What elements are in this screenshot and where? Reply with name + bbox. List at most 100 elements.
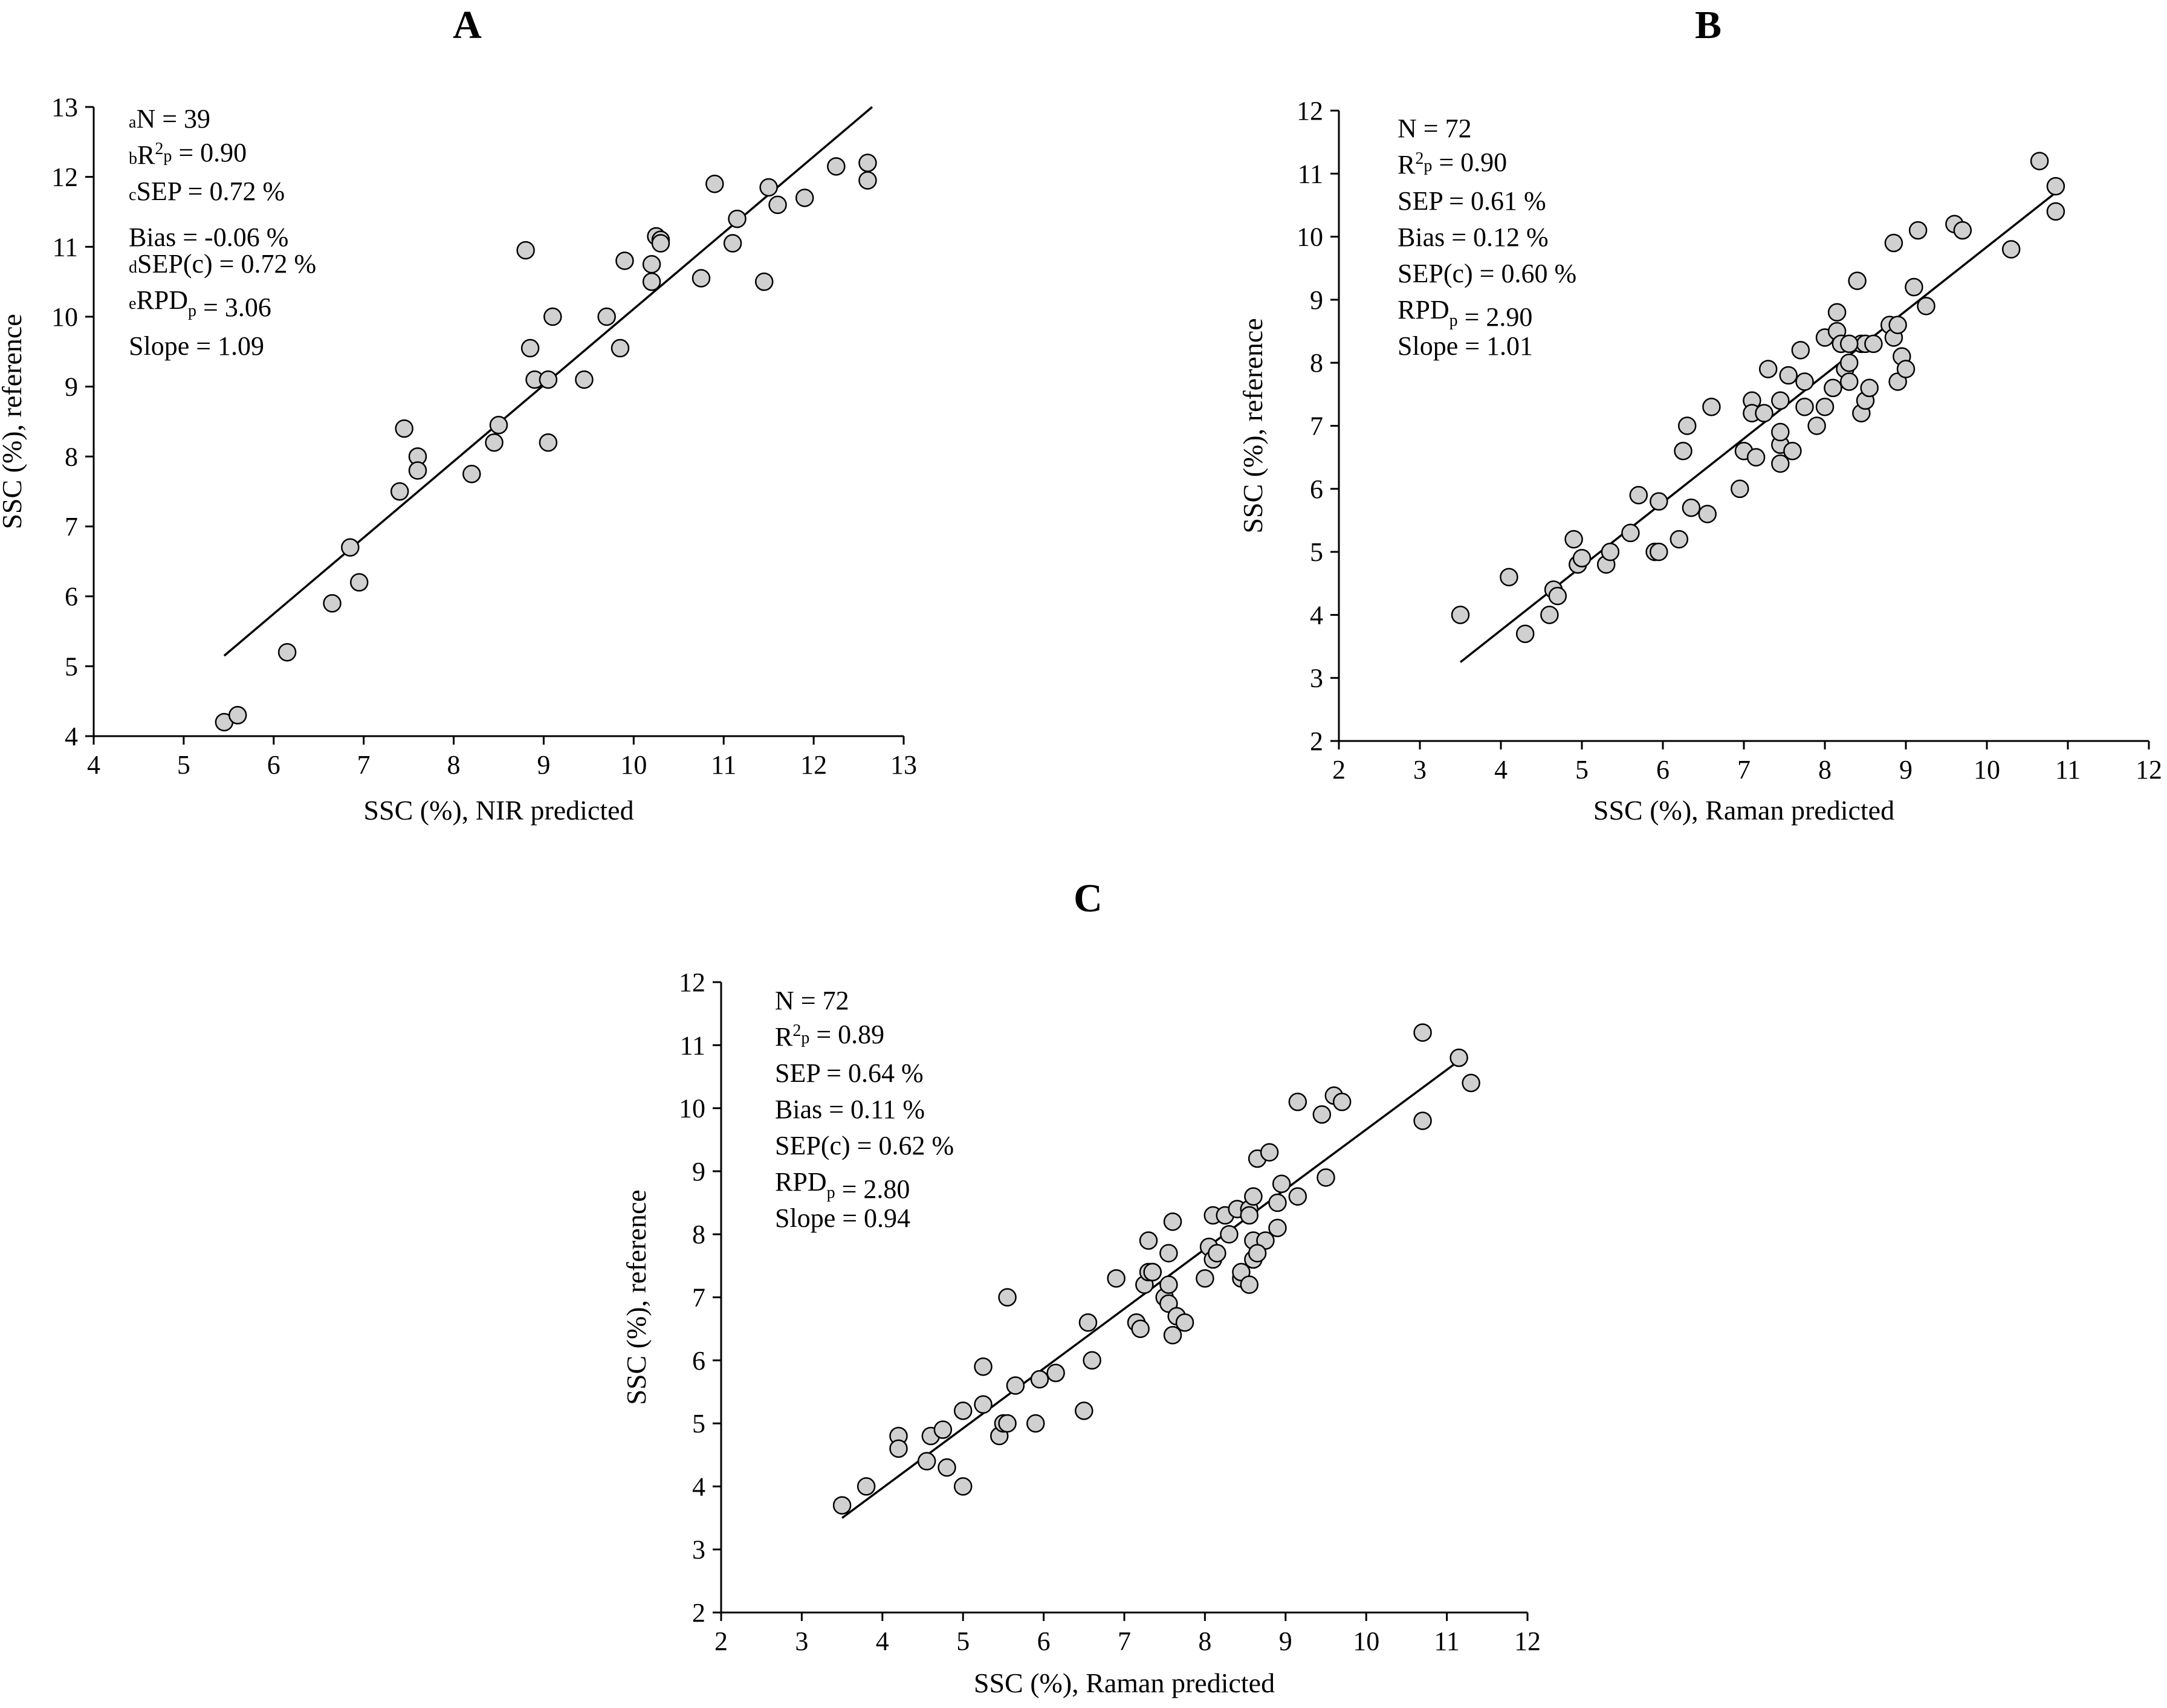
data-point [349, 573, 369, 592]
data-point [1601, 542, 1620, 561]
panel-c-label: C [1074, 876, 1103, 920]
x-tick-label: 2 [714, 1626, 728, 1656]
x-tick-label: 4 [876, 1626, 889, 1656]
data-point [516, 241, 535, 260]
x-tick-label: 7 [1737, 755, 1751, 784]
y-tick-label: 2 [692, 1598, 705, 1628]
data-point [462, 465, 481, 484]
data-point [1500, 568, 1518, 587]
data-point [2001, 240, 2021, 259]
data-point [1163, 1325, 1182, 1345]
y-tick-label: 2 [1310, 726, 1323, 756]
panel-b-stat-line: SEP = 0.61 % [1398, 186, 1546, 216]
data-point [277, 642, 297, 662]
x-tick-label: 3 [1413, 755, 1427, 784]
data-point [1702, 397, 1721, 416]
data-point [768, 195, 787, 215]
data-point [974, 1395, 993, 1414]
data-point [1515, 624, 1535, 643]
data-point [1839, 353, 1859, 372]
y-tick-label: 9 [1310, 285, 1323, 315]
panel-b-stat-line: Slope = 1.01 [1398, 331, 1533, 361]
panel-a-stat-line: bR2p = 0.90 [129, 138, 247, 170]
panel-a-plot: 4 5 6 7 8 9 10 11 12 13 4 5 6 7 8 9 10 11 12 13 SSC (%), ref… [0, 92, 917, 780]
x-tick-label: 8 [1198, 1626, 1211, 1656]
y-tick-label: 4 [692, 1472, 705, 1501]
data-point [1698, 505, 1717, 523]
y-tick-label: 7 [1310, 412, 1323, 441]
x-tick-label: 6 [1037, 1626, 1051, 1656]
data-point [858, 171, 877, 190]
data-point [1783, 441, 1802, 461]
data-point [408, 461, 427, 480]
data-point [1268, 1193, 1287, 1212]
data-point [1839, 334, 1859, 354]
data-point [1572, 549, 1592, 568]
data-point [489, 416, 508, 435]
data-point [1272, 1174, 1291, 1194]
data-point [723, 234, 742, 253]
panel-a-stat-line: Slope = 1.09 [129, 331, 264, 361]
data-point [1240, 1206, 1259, 1225]
panel-a-stat-line: eRPDp = 3.06 [129, 285, 271, 322]
data-point [2046, 202, 2065, 221]
data-point [1450, 1048, 1468, 1067]
panel-c-x-axis-title: SSC (%), Raman predicted [974, 1668, 1275, 1698]
panel-b-stat-line: RPDp = 2.90 [1398, 295, 1532, 332]
panel-a-stat-line: dSEP(c) = 0.72 % [129, 249, 316, 279]
data-point [651, 234, 670, 253]
data-point [1208, 1244, 1226, 1263]
data-point [1771, 422, 1790, 442]
data-point [539, 433, 558, 452]
x-tick-label: 10 [620, 750, 647, 780]
y-tick-label: 3 [1310, 664, 1323, 693]
y-tick-label: 4 [1310, 600, 1323, 630]
y-tick-label: 4 [65, 722, 78, 751]
panel-b: B 2 3 4 5 6 7 8 9 10 11 12 2 3 4 5 6 7 8 9 10 11 12 SSC (%), r… [1237, 3, 2162, 826]
data-point [1755, 404, 1773, 422]
y-tick-label: 3 [692, 1535, 705, 1565]
y-tick-label: 10 [51, 302, 78, 332]
y-tick-label: 10 [1297, 222, 1323, 252]
data-point [1046, 1363, 1065, 1382]
data-point [597, 307, 616, 326]
data-point [1083, 1351, 1101, 1370]
data-point [543, 307, 562, 326]
x-tick-label: 8 [447, 750, 461, 780]
data-point [1288, 1187, 1307, 1206]
y-tick-label: 7 [65, 512, 78, 542]
data-point [1260, 1143, 1279, 1162]
x-tick-label: 13 [890, 750, 917, 780]
panel-b-plot: 2 3 4 5 6 7 8 9 10 11 12 2 3 4 5 6 7 8 9 10 11 12 SSC (%), ref… [1237, 96, 2162, 784]
data-point [1860, 378, 1879, 398]
data-point [1413, 1111, 1432, 1130]
x-tick-label: 9 [1899, 755, 1913, 784]
data-point [642, 255, 661, 274]
data-point [1006, 1376, 1025, 1395]
data-point [1131, 1319, 1150, 1338]
data-point [1030, 1370, 1049, 1389]
data-point [615, 251, 634, 270]
data-point [1159, 1275, 1178, 1294]
y-tick-label: 6 [1310, 474, 1323, 504]
data-point [395, 419, 413, 438]
data-point [1143, 1263, 1162, 1282]
data-point [938, 1458, 956, 1477]
data-point [1888, 315, 1907, 334]
data-point [953, 1477, 973, 1496]
data-point [1815, 397, 1835, 416]
x-tick-label: 10 [1353, 1626, 1379, 1656]
x-tick-label: 3 [795, 1626, 808, 1656]
panel-a-label: A [453, 3, 482, 47]
data-point [1220, 1224, 1239, 1244]
data-point [1107, 1269, 1126, 1288]
data-point [1159, 1244, 1178, 1263]
x-tick-label: 8 [1818, 755, 1832, 784]
x-tick-label: 12 [800, 750, 827, 780]
x-tick-label: 7 [1118, 1626, 1131, 1656]
data-point [1905, 277, 1923, 297]
panel-b-stat-line: SEP(c) = 0.60 % [1398, 259, 1576, 288]
data-point [998, 1288, 1017, 1307]
data-point [795, 189, 814, 207]
